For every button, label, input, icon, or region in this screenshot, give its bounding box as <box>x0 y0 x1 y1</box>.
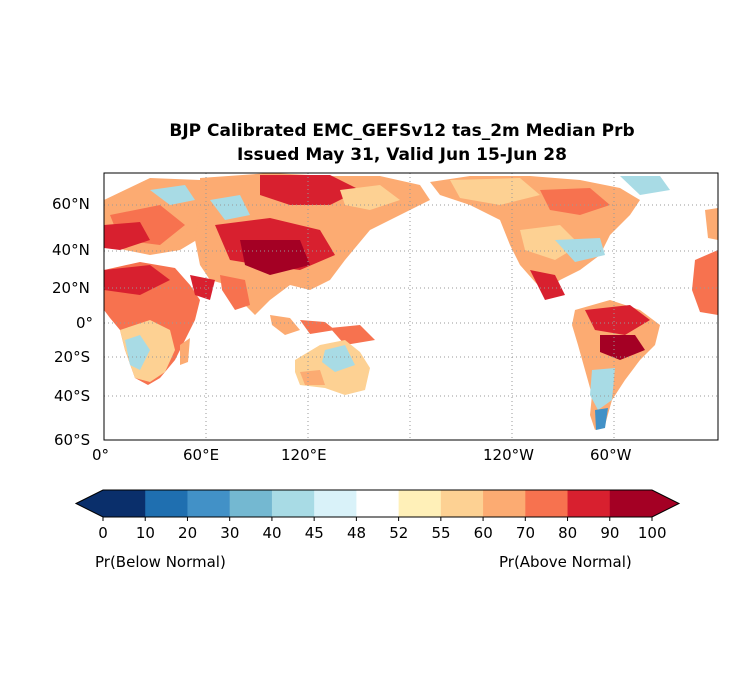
south-america-landmass <box>572 300 660 430</box>
below-normal-label: Pr(Below Normal) <box>95 553 226 571</box>
colorbar-tick-label: 0 <box>98 524 108 542</box>
colorbar-extend-low <box>76 490 103 517</box>
asia-landmass <box>190 173 430 315</box>
lat-tick-60s: 60°S <box>54 431 91 449</box>
europe-landmass <box>104 178 215 255</box>
colorbar-swatch <box>314 490 357 517</box>
lat-tick-40n: 40°N <box>52 241 90 259</box>
colorbar-swatch <box>567 490 611 517</box>
colorbar-tick-label: 52 <box>389 524 409 542</box>
colorbar-swatch <box>103 490 146 517</box>
colorbar-swatch <box>440 490 484 517</box>
colorbar-swatch <box>271 490 315 517</box>
map-frame <box>103 172 719 441</box>
colorbar-swatch <box>229 490 273 517</box>
lon-tick-120w: 120°W <box>483 446 534 464</box>
lon-tick-60e: 60°E <box>183 446 220 464</box>
colorbar-extend-high <box>652 490 679 517</box>
lat-tick-40s: 40°S <box>54 387 91 405</box>
colorbar-tick-label: 45 <box>304 524 324 542</box>
colorbar-tick-label: 10 <box>135 524 155 542</box>
colorbar-tick-label: 48 <box>346 524 367 542</box>
colorbar-tick-label: 60 <box>473 524 493 542</box>
colorbar-swatch <box>609 490 653 517</box>
colorbar-tick-label: 80 <box>558 524 578 542</box>
lat-tick-20n: 20°N <box>52 279 90 297</box>
lon-tick-60w: 60°W <box>590 446 632 464</box>
above-normal-label: Pr(Above Normal) <box>499 553 632 571</box>
west-africa-edge <box>692 208 718 315</box>
colorbar-tick-label: 70 <box>515 524 535 542</box>
map-title-line-1: BJP Calibrated EMC_GEFSv12 tas_2m Median… <box>169 121 635 141</box>
lon-tick-120e: 120°E <box>281 446 327 464</box>
lat-tick-60n: 60°N <box>52 195 90 213</box>
north-america-landmass <box>430 176 670 300</box>
lat-tick-equator: 0° <box>76 314 94 332</box>
colorbar-swatch <box>356 490 400 517</box>
colorbar-tick-label: 40 <box>262 524 282 542</box>
colorbar-swatch <box>525 490 569 517</box>
map-title-line-2: Issued May 31, Valid Jun 15-Jun 28 <box>237 145 567 165</box>
colorbar-swatch <box>145 490 188 517</box>
gridlines <box>104 173 718 440</box>
colorbar-tick-label: 20 <box>178 524 198 542</box>
lat-tick-20s: 20°S <box>54 348 91 366</box>
colorbar-swatch <box>398 490 442 517</box>
colorbar-swatch <box>483 490 526 517</box>
colorbar-tick-label: 100 <box>637 524 667 542</box>
colorbar-tick-label: 90 <box>600 524 620 542</box>
lon-tick-0: 0° <box>92 446 110 464</box>
colorbar-tick-label: 55 <box>431 524 451 542</box>
colorbar-tick-label: 30 <box>220 524 240 542</box>
australia-landmass <box>295 340 370 395</box>
colorbar-swatch <box>187 490 231 517</box>
